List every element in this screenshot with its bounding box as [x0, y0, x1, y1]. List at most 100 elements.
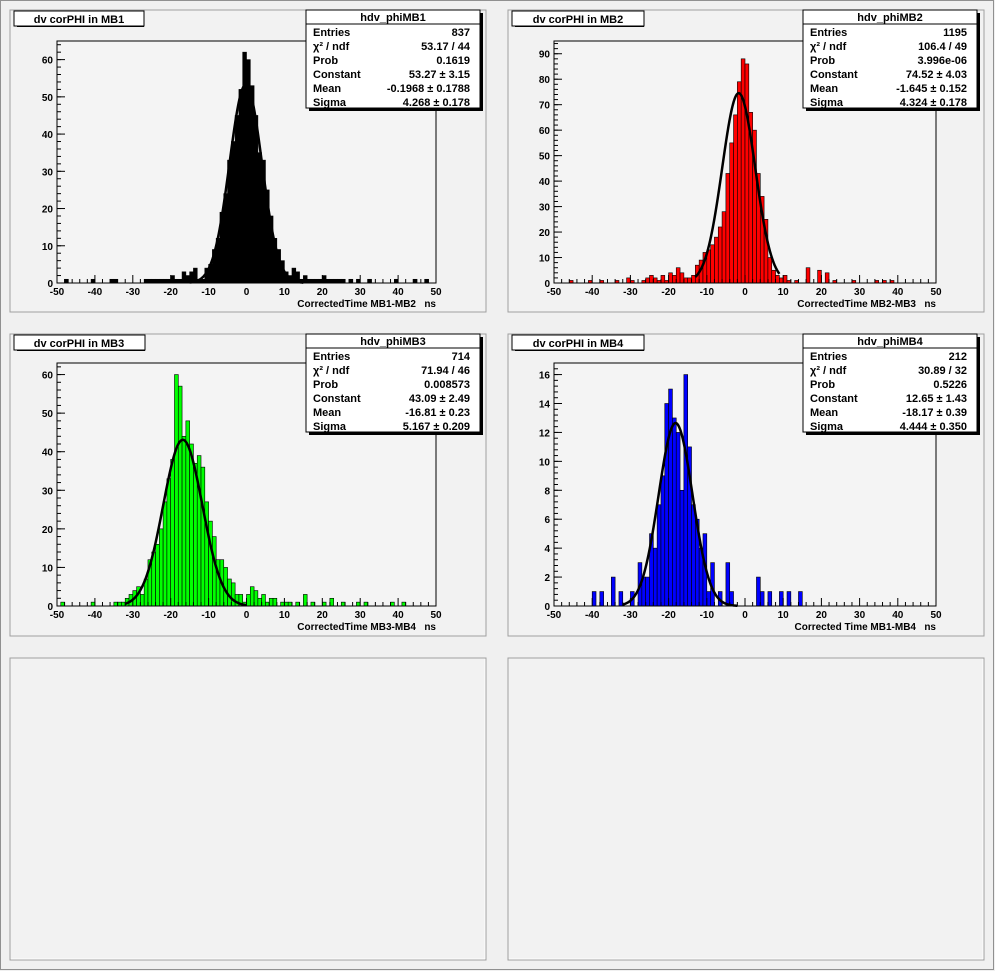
x-tick-label: -20: [661, 287, 676, 298]
histogram-bar: [649, 275, 654, 284]
histogram-bar: [675, 267, 681, 284]
histogram-bar: [166, 278, 172, 284]
y-tick-label: 10: [42, 563, 54, 574]
histogram-bar: [394, 278, 399, 284]
histogram-bar: [257, 152, 262, 284]
histogram-bar: [599, 591, 604, 607]
histogram-bar: [174, 374, 179, 607]
stats-row-label: Sigma: [810, 97, 844, 109]
histogram-bars: [60, 374, 406, 607]
stats-row-label: Mean: [810, 83, 838, 95]
histogram-bar: [645, 576, 650, 607]
axes: -50 -40 -30 -20 -10 0 10 20 30 40 50 0 10 20 30 40 50 60 7…: [539, 43, 942, 298]
histogram-bar: [668, 272, 673, 284]
x-axis-label: CorrectedTime MB2-MB3 ns: [797, 299, 936, 310]
histogram-bar: [717, 226, 723, 284]
stats-histogram-name: hdv_phiMB2: [857, 12, 922, 24]
x-tick-label: 0: [742, 287, 748, 298]
stats-row-value: -1.645 ± 0.152: [896, 83, 967, 95]
pad-frame: [507, 657, 985, 961]
histogram-bar: [151, 278, 156, 284]
histogram-bar: [653, 277, 658, 284]
y-tick-label: 70: [539, 101, 551, 112]
histogram-bar: [193, 462, 198, 607]
histogram-bar: [234, 115, 240, 284]
gaussian-fit-curve: [124, 438, 247, 607]
y-tick-label: 0: [544, 279, 550, 290]
stats-row-label: Entries: [810, 351, 847, 363]
x-tick-label: 20: [317, 287, 329, 298]
histogram-bar: [412, 278, 418, 284]
stats-row-label: Sigma: [810, 421, 844, 433]
x-tick-label: -10: [700, 287, 715, 298]
y-tick-label: 90: [539, 50, 551, 61]
gaussian-fit-curve: [694, 91, 781, 278]
histogram-bar: [200, 466, 206, 607]
histogram-bar: [679, 272, 685, 284]
histogram-bar: [113, 278, 118, 284]
histogram-bar: [147, 278, 153, 284]
histogram-bar: [253, 115, 259, 284]
stats-row-label: χ² / ndf: [313, 365, 350, 377]
stats-histogram-name: hdv_phiMB4: [857, 336, 923, 348]
histogram-bar: [159, 278, 164, 284]
stats-row-value: 3.996e-06: [917, 55, 967, 67]
histogram-bar: [424, 278, 429, 284]
title-box: dv corPHI in MB2: [511, 10, 645, 27]
x-tick-label: 0: [244, 287, 250, 298]
x-tick-label: 30: [854, 287, 866, 298]
stats-box: hdv_phiMB1 Entries 837 χ² / ndf 53.17 / 44 P…: [305, 9, 483, 111]
y-tick-label: 40: [539, 177, 551, 188]
histogram-title: dv corPHI in MB3: [34, 338, 124, 350]
histogram-bar: [162, 278, 168, 284]
x-tick-label: -10: [201, 287, 216, 298]
x-tick-label: -10: [201, 610, 216, 621]
x-axis-label: CorrectedTime MB1-MB2 ns: [297, 299, 436, 310]
stats-row-value: 53.27 ± 3.15: [409, 69, 470, 81]
y-tick-label: 20: [42, 525, 54, 536]
stats-row-value: 71.94 / 46: [421, 365, 470, 377]
stats-row-value: 837: [452, 27, 470, 39]
stats-histogram-name: hdv_phiMB1: [360, 12, 425, 24]
x-tick-label: -40: [88, 610, 103, 621]
histogram-bar: [691, 275, 696, 284]
stats-row-label: Prob: [810, 379, 835, 391]
histogram-bar: [212, 536, 217, 607]
x-tick-label: -30: [126, 287, 141, 298]
x-tick-label: 20: [816, 610, 828, 621]
stats-box-frame: [305, 9, 481, 109]
y-tick-label: 10: [42, 242, 54, 253]
histogram-bar: [767, 257, 773, 284]
stats-histogram-name: hdv_phiMB3: [360, 336, 425, 348]
histogram-bar: [249, 586, 255, 607]
histogram-bar: [786, 591, 792, 607]
histogram-bar: [756, 576, 761, 607]
histogram-bar: [691, 504, 696, 607]
x-tick-label: 50: [930, 287, 942, 298]
y-tick-label: 4: [544, 544, 550, 555]
histogram-bar: [591, 591, 597, 607]
histogram-bar: [356, 601, 361, 607]
gaussian-fit-curve: [189, 83, 304, 284]
histogram-bar: [672, 275, 677, 284]
histogram-bar: [287, 601, 293, 607]
histogram-bar: [303, 275, 308, 284]
histogram-bar: [779, 591, 784, 607]
stats-row-label: Entries: [810, 27, 847, 39]
histogram-bar: [390, 601, 395, 607]
y-tick-label: 50: [42, 93, 54, 104]
histogram-bar: [782, 275, 788, 284]
x-tick-label: 10: [778, 610, 790, 621]
histogram-bar: [310, 278, 316, 284]
histogram-bar: [653, 547, 658, 607]
stats-row-label: Entries: [313, 351, 350, 363]
stats-rows: Entries 837 χ² / ndf 53.17 / 44 Prob 0.1619 Co…: [313, 27, 471, 109]
histogram-bar: [779, 277, 784, 284]
histogram-bar: [155, 278, 160, 284]
x-tick-label: 30: [355, 287, 367, 298]
title-box: dv corPHI in MB1: [13, 10, 145, 27]
x-tick-label: -40: [585, 610, 600, 621]
histogram-bar: [257, 597, 262, 607]
histogram-bar: [321, 275, 327, 284]
